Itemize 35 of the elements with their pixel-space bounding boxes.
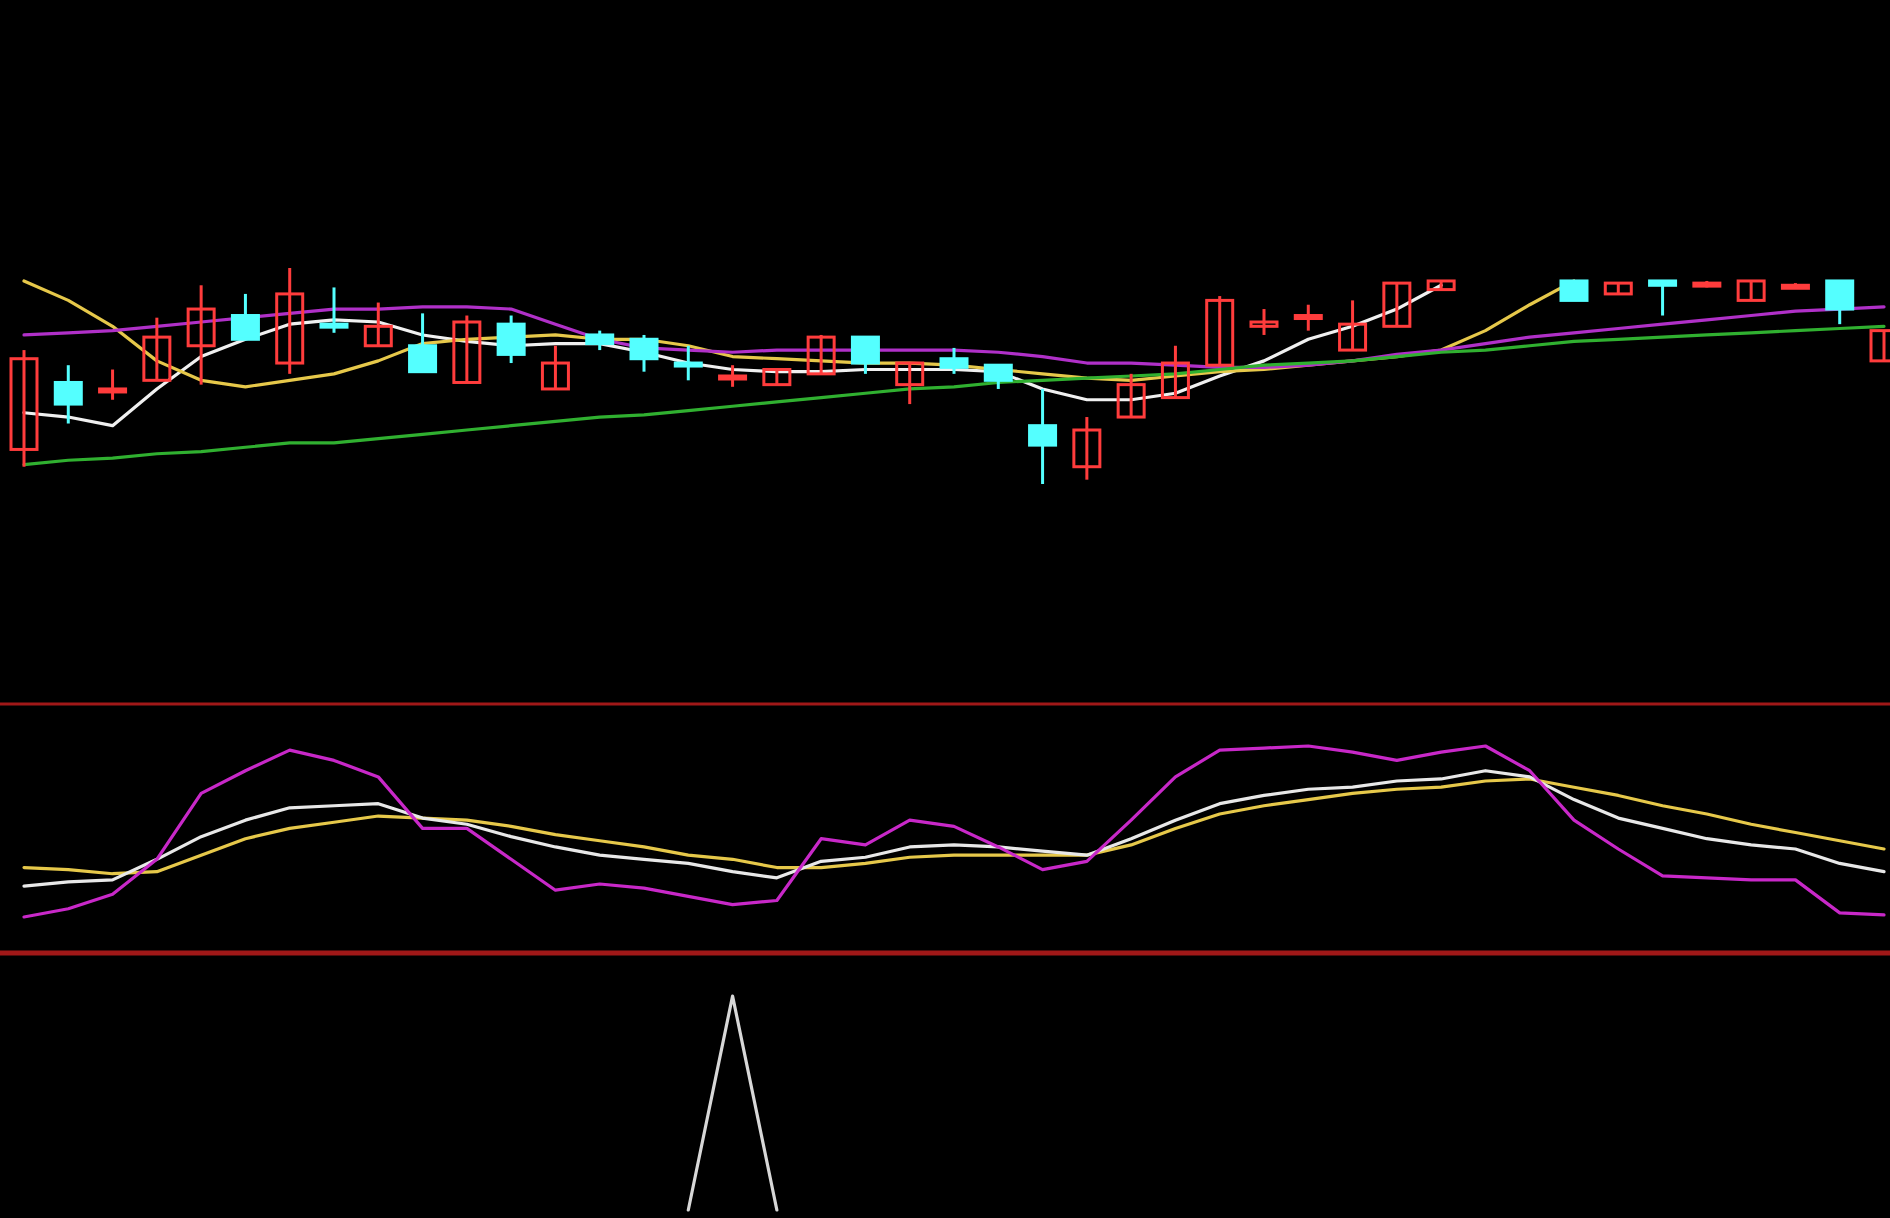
- candlestick: [718, 363, 748, 389]
- candlestick: [186, 283, 216, 387]
- candlestick: [496, 314, 526, 365]
- candlestick: [275, 266, 305, 376]
- candlestick: [1648, 279, 1678, 318]
- candlestick: [9, 348, 39, 469]
- candlestick: [363, 301, 393, 348]
- candlestick: [408, 311, 438, 374]
- candlestick: [540, 344, 570, 391]
- candlestick: [629, 333, 659, 374]
- candlestick: [1559, 279, 1589, 302]
- candlestick: [673, 344, 703, 382]
- candlestick: [1736, 279, 1766, 302]
- candlestick: [1249, 307, 1279, 337]
- candlestick: [53, 363, 83, 426]
- candlestick: [1382, 281, 1412, 328]
- candlestick: [1116, 372, 1146, 419]
- candlestick: [452, 314, 482, 384]
- candlestick: [983, 363, 1013, 391]
- candlestick: [1825, 279, 1855, 326]
- candlestick: [1338, 298, 1368, 352]
- candlestick: [895, 361, 925, 406]
- candlestick: [850, 335, 880, 376]
- candlestick: [319, 285, 349, 335]
- candlestick: [939, 346, 969, 376]
- candlestick: [1293, 303, 1323, 333]
- candlestick: [806, 333, 836, 376]
- candlestick: [1028, 387, 1058, 486]
- candlestick: [230, 292, 260, 341]
- candlestick: [1205, 294, 1235, 367]
- candlestick: [585, 329, 615, 352]
- candlestick: [1160, 344, 1190, 400]
- candlestick: [98, 368, 128, 402]
- candlestick: [142, 316, 172, 382]
- candlestick: [1072, 415, 1102, 482]
